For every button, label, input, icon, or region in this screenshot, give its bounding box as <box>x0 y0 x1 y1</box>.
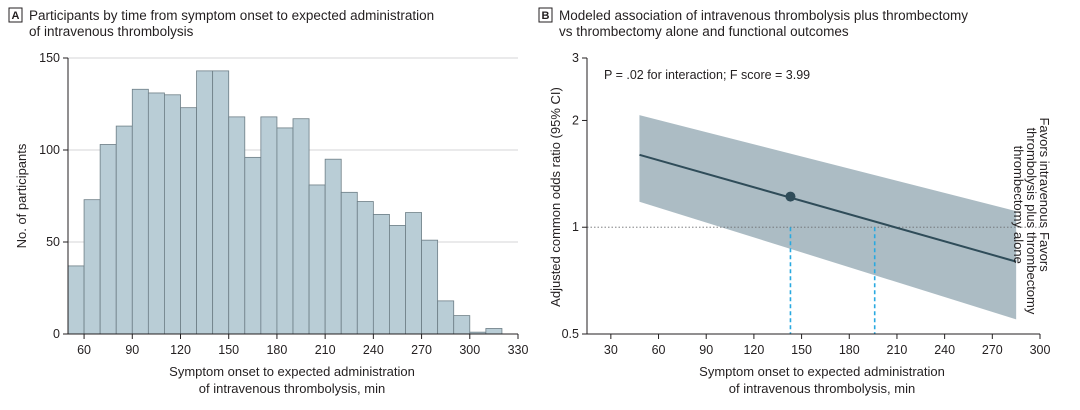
panel-b-title-line-1: Modeled association of intravenous throm… <box>559 8 968 23</box>
favors-upper-line-3: thrombectomy <box>1011 146 1026 229</box>
panel-b-highlight-point <box>785 191 796 202</box>
panel-a-x-tick-label: 120 <box>170 343 191 357</box>
panel-a-title-line-2: of intravenous thrombolysis <box>29 24 194 39</box>
panel-a-axes <box>67 58 518 335</box>
panel-a-x-tick-label: 240 <box>363 343 384 357</box>
panel-a-x-tick-label: 60 <box>77 343 91 357</box>
histogram-bar <box>115 125 133 335</box>
panel-a-x-tick-label: 150 <box>218 343 239 357</box>
panel-a-y-axis-label: No. of participants <box>14 143 29 248</box>
histogram-bar <box>131 88 149 335</box>
panel-b-x-tick-label: 300 <box>1030 343 1051 357</box>
panel-b-x-axis-label-line-1: Symptom onset to expected administration <box>699 364 945 379</box>
favors-upper-line-2: thrombolysis plus <box>1024 128 1039 229</box>
panel-b-confidence-band <box>639 115 1017 320</box>
panel-a-x-tick-label: 210 <box>315 343 336 357</box>
panel-a-badge <box>8 7 23 23</box>
histogram-bar <box>292 118 310 335</box>
histogram-bar <box>356 201 374 335</box>
panel-b-favors-lower-label: Favors thrombectomy alone <box>1011 232 1052 315</box>
histogram-bar <box>99 144 117 335</box>
histogram-bar <box>83 199 101 335</box>
panel-a-badge-label: A <box>12 10 20 22</box>
panel-b-y-axis-label: Adjusted common odds ratio (95% CI) <box>548 87 563 307</box>
panel-b-y-tick-label: 0.5 <box>562 327 579 341</box>
panel-b-odds-ratio-plot: 0.5 1 2 3 30 60 90 120 150 180 210 240 270 300 P = .… <box>548 51 1052 396</box>
panel-a-x-tick-label: 300 <box>459 343 480 357</box>
histogram-bar <box>276 127 294 335</box>
panel-b-x-tick-label: 120 <box>743 343 764 357</box>
panel-a-x-axis-label-line-1: Symptom onset to expected administration <box>169 364 415 379</box>
panel-b-x-tick-label: 30 <box>604 343 618 357</box>
panel-b-axes <box>586 58 1040 335</box>
histogram-bar <box>180 107 197 335</box>
panel-b-favors-upper-label: Favors intravenous thrombolysis plus thr… <box>1011 117 1052 228</box>
panel-b-x-tick-label: 60 <box>652 343 666 357</box>
panel-a-x-tick-label: 90 <box>125 343 139 357</box>
histogram-bar <box>324 158 342 335</box>
histogram-bar <box>164 94 181 335</box>
panel-b-badge <box>538 7 553 23</box>
favors-lower-line-3: alone <box>1011 232 1026 264</box>
histogram-bar <box>244 156 262 335</box>
histogram-bar <box>340 191 358 335</box>
histogram-bar <box>453 315 471 335</box>
histogram-bar <box>228 116 246 335</box>
panel-b-interaction-annotation: P = .02 for interaction; F score = 3.99 <box>604 68 810 82</box>
panel-b-y-ticks: 0.5 1 2 3 <box>562 51 587 341</box>
panel-b-x-tick-label: 90 <box>699 343 713 357</box>
panel-b-x-tick-label: 180 <box>839 343 860 357</box>
panel-a-x-axis-label-line-2: of intravenous thrombolysis, min <box>199 381 385 396</box>
panel-b-title-line-2: vs thrombectomy alone and functional out… <box>559 24 849 39</box>
histogram-bar <box>260 116 278 335</box>
histogram-bar <box>405 212 422 335</box>
panel-a-title-line-1: Participants by time from symptom onset … <box>29 8 434 23</box>
panel-b-y-tick-label: 1 <box>572 220 579 234</box>
panel-a-bars <box>67 70 503 335</box>
panel-a-y-ticks: 0 50 100 150 <box>39 51 68 341</box>
panel-a-y-tick-label: 50 <box>46 235 60 249</box>
panel-a-x-tick-label: 330 <box>508 343 529 357</box>
favors-lower-line-2: thrombectomy <box>1024 232 1039 315</box>
panel-b-estimate-layer <box>639 153 1017 263</box>
favors-lower-line-1: Favors <box>1037 232 1052 272</box>
panel-b-confidence-band-layer <box>639 115 1017 320</box>
histogram-bar <box>67 265 85 335</box>
histogram-bar <box>437 300 455 335</box>
histogram-bar <box>196 70 214 335</box>
panel-b-guide-lines <box>789 227 876 334</box>
panel-a-histogram: 0 50 100 150 60 90 120 150 180 210 240 270 300 330 N… <box>14 51 528 396</box>
panel-b-header: B Modeled association of intravenous thr… <box>538 7 968 39</box>
panel-b-y-tick-label: 3 <box>572 51 579 65</box>
favors-upper-line-1: Favors intravenous <box>1037 117 1052 228</box>
panel-b-estimate-line <box>639 153 1017 263</box>
histogram-bar <box>212 70 230 335</box>
panel-b-y-tick-label: 2 <box>572 113 579 127</box>
histogram-bar <box>421 239 439 335</box>
panel-a-x-tick-label: 180 <box>266 343 287 357</box>
histogram-bar <box>308 184 326 335</box>
histogram-bar <box>485 328 503 335</box>
panel-b-x-tick-label: 150 <box>791 343 812 357</box>
panel-a-y-tick-label: 150 <box>39 51 60 65</box>
panel-a-x-tick-label: 270 <box>411 343 432 357</box>
panel-a-header: A Participants by time from symptom onse… <box>8 7 434 39</box>
panel-b-x-tick-label: 270 <box>982 343 1003 357</box>
panel-b-x-tick-label: 240 <box>934 343 955 357</box>
histogram-bar <box>147 92 165 335</box>
panel-a-y-tick-label: 0 <box>53 327 60 341</box>
panel-b-badge-label: B <box>542 10 550 22</box>
panel-b-x-axis-label-line-2: of intravenous thrombolysis, min <box>729 381 915 396</box>
panel-b-x-tick-label: 210 <box>887 343 908 357</box>
panel-b-x-ticks: 30 60 90 120 150 180 210 240 270 300 <box>604 334 1051 357</box>
histogram-bar <box>372 213 390 335</box>
panel-a-y-tick-label: 100 <box>39 143 60 157</box>
histogram-bar <box>389 225 406 335</box>
panel-a-x-ticks: 60 90 120 150 180 210 240 270 300 330 <box>77 334 528 357</box>
